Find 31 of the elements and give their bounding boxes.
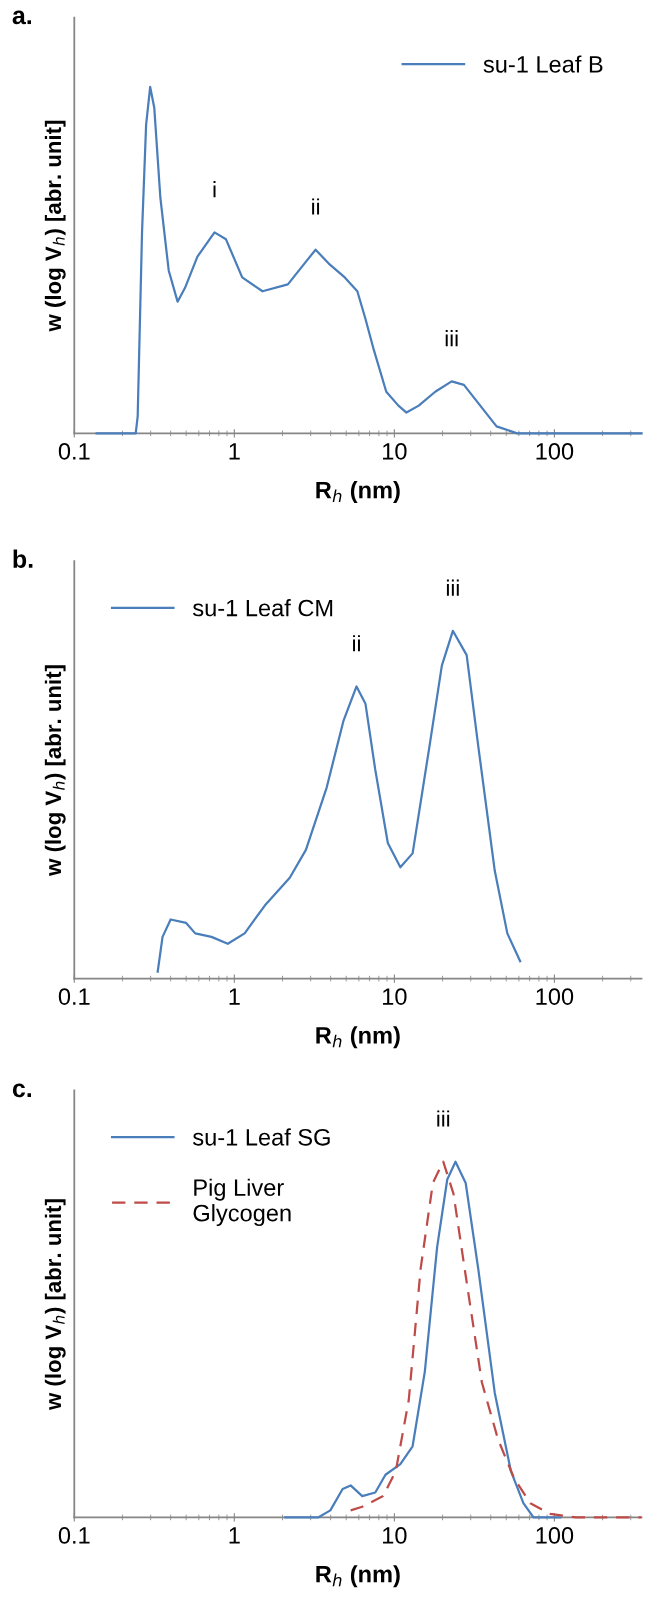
x-axis-title: R$_{h}$ (nm) [316, 1565, 400, 1588]
x-tick-label: 0.1 [58, 442, 90, 460]
x-tick-label: 10 [383, 1527, 407, 1544]
chart-title: b. [13, 549, 33, 568]
annotation: iii [446, 579, 459, 596]
y-axis-title: w (log V$_{h}$) [abr. unit] [44, 120, 66, 332]
x-tick-label: 10 [383, 442, 407, 460]
x-tick-label: 0.1 [58, 1527, 90, 1544]
chart-title: c. [12, 1083, 32, 1098]
x-tick-label: 10 [383, 988, 407, 1005]
y-axis-title: w (log V$_{h}$) [abr. unit] [44, 665, 66, 876]
x-axis-title: R$_{h}$ (nm) [316, 1026, 400, 1049]
x-tick-label: 100 [536, 1527, 574, 1544]
legend-label: su-1 Leaf CM [193, 599, 333, 617]
x-tick-label: 1 [229, 443, 240, 460]
x-tick-label: 1 [229, 1527, 240, 1544]
x-axis-title: R$_{h}$ (nm) [316, 481, 400, 504]
x-tick-label: 1 [229, 988, 240, 1005]
annotation: ii [312, 198, 320, 215]
y-axis-title: w (log V$_{h}$) [abr. unit] [44, 1199, 66, 1411]
legend-label: Pig Liver Glycogen [193, 1178, 291, 1227]
annotation: i [213, 181, 216, 198]
annotation: iii [437, 1110, 450, 1127]
chart-title: a. [12, 10, 32, 25]
legend-label: su-1 Leaf SG [193, 1128, 330, 1146]
annotation: ii [353, 635, 360, 652]
x-tick-label: 0.1 [58, 988, 90, 1005]
annotation: iii [445, 330, 458, 347]
legend-label: su-1 Leaf B [483, 55, 603, 73]
x-tick-label: 100 [536, 442, 574, 460]
x-tick-label: 100 [536, 988, 574, 1005]
